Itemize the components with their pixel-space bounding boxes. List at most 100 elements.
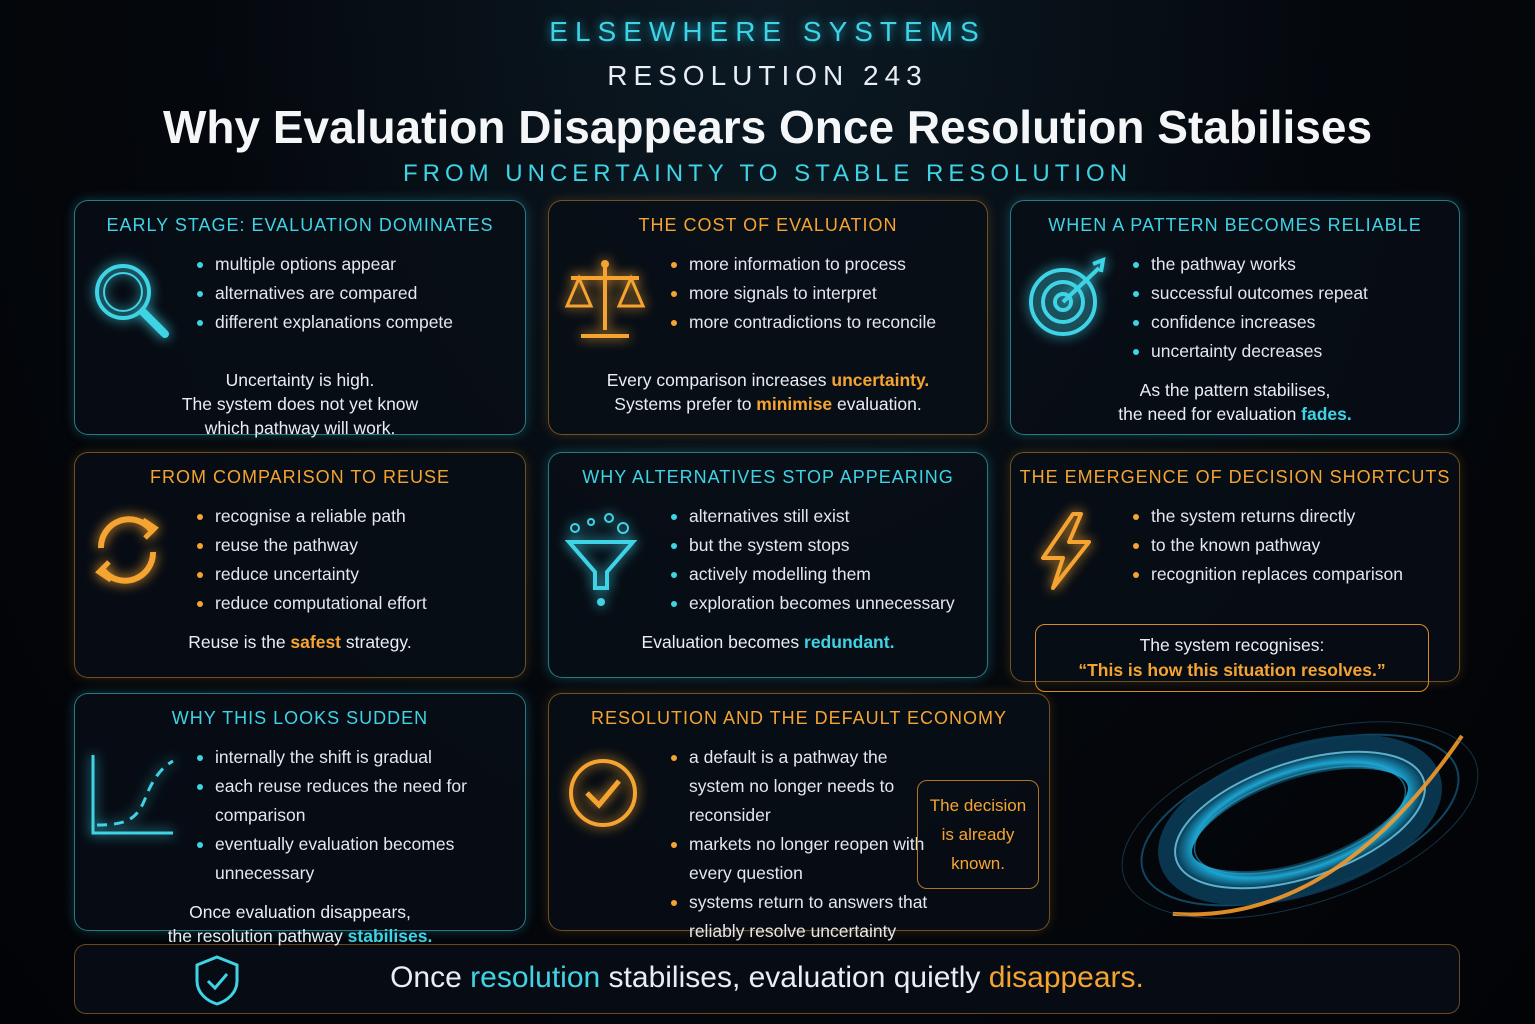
- bullet: to the known pathway: [1131, 531, 1459, 560]
- card-body: recognise a reliable path reuse the pathw…: [75, 502, 525, 618]
- text-segment: fades.: [1301, 404, 1352, 424]
- card-body: internally the shift is gradual each reus…: [75, 743, 525, 888]
- icon: [1011, 502, 1131, 608]
- card-title: EARLY STAGE: EVALUATION DOMINATES: [106, 215, 494, 235]
- quote-line: “This is how this situation resolves.”: [1036, 658, 1428, 683]
- text-segment: strategy.: [341, 632, 412, 652]
- aside-line: known.: [951, 854, 1005, 873]
- note: Uncertainty is high. The system does not …: [75, 368, 525, 440]
- note-line: Reuse is the safest strategy.: [75, 630, 525, 654]
- bullet: actively modelling them: [669, 560, 987, 589]
- card-title: WHY THIS LOOKS SUDDEN: [171, 708, 429, 728]
- note: Reuse is the safest strategy.: [75, 630, 525, 654]
- bullet: exploration becomes unnecessary: [669, 589, 987, 618]
- text-segment: redundant.: [804, 632, 895, 652]
- bullet: alternatives are compared: [195, 279, 525, 308]
- quote-line: The system recognises:: [1036, 633, 1428, 658]
- note-line: Systems prefer to minimise evaluation.: [549, 392, 987, 416]
- card-title: WHY ALTERNATIVES STOP APPEARING: [582, 467, 954, 487]
- bullet: alternatives still exist: [669, 502, 987, 531]
- text-segment: As the pattern stabilises,: [1139, 380, 1331, 400]
- text-segment: Once: [390, 961, 471, 994]
- bullet: but the system stops: [669, 531, 987, 560]
- bullet: uncertainty decreases: [1131, 337, 1459, 366]
- note-line: Evaluation becomes redundant.: [549, 630, 987, 654]
- note-line: the resolution pathway stabilises.: [75, 924, 525, 948]
- bullet-list: alternatives still exist but the system s…: [669, 502, 987, 618]
- note-line: As the pattern stabilises,: [1011, 378, 1459, 402]
- card-body: alternatives still exist but the system s…: [549, 502, 987, 618]
- aside-line: The decision: [929, 796, 1027, 815]
- text-segment: minimise: [756, 394, 833, 414]
- icon: [75, 743, 195, 849]
- text-segment: safest: [290, 632, 342, 652]
- card-body: the pathway works successful outcomes rep…: [1011, 250, 1459, 366]
- torus-art: [1121, 721, 1479, 919]
- text-segment: “This is how this situation resolves.”: [1078, 660, 1386, 680]
- shield-icon: [195, 955, 239, 1006]
- card: EARLY STAGE: EVALUATION DOMINATES multipl…: [74, 200, 526, 438]
- card-body: more information to process more signals …: [549, 250, 987, 356]
- icon: [549, 250, 669, 356]
- note: Evaluation becomes redundant.: [549, 630, 987, 654]
- icon: [1011, 250, 1131, 356]
- footer: Once resolution stabilises, evaluation q…: [74, 944, 1460, 1014]
- icon: [549, 743, 669, 849]
- icon: [549, 502, 669, 608]
- bullet: confidence increases: [1131, 308, 1459, 337]
- bullet-list: internally the shift is gradual each reus…: [195, 743, 525, 888]
- bullet: reduce uncertainty: [195, 560, 525, 589]
- bullet: each reuse reduces the need for comparis…: [195, 772, 525, 830]
- card-title: FROM COMPARISON TO REUSE: [149, 467, 451, 487]
- card: WHY ALTERNATIVES STOP APPEARING alternati…: [548, 452, 988, 678]
- bullet: a default is a pathway the system no lon…: [669, 743, 929, 830]
- bullet-list: recognise a reliable path reuse the pathw…: [195, 502, 525, 618]
- bullet: eventually evaluation becomes unnecessar…: [195, 830, 525, 888]
- bullet: multiple options appear: [195, 250, 525, 279]
- bullet: successful outcomes repeat: [1131, 279, 1459, 308]
- card: THE EMERGENCE OF DECISION SHORTCUTS the s…: [1010, 452, 1460, 692]
- note: Once evaluation disappears, the resolutio…: [75, 900, 525, 948]
- subtitle: FROM UNCERTAINTY TO STABLE RESOLUTION: [402, 160, 1133, 187]
- text-segment: the resolution pathway: [167, 926, 348, 946]
- note-line: Uncertainty is high.: [75, 368, 525, 392]
- text-segment: evaluation.: [832, 394, 922, 414]
- card-title: WHEN A PATTERN BECOMES RELIABLE: [1048, 215, 1422, 235]
- text-segment: Reuse is the: [188, 632, 291, 652]
- bullet-list: a default is a pathway the system no lon…: [669, 743, 929, 946]
- card: FROM COMPARISON TO REUSE recognise a reli…: [74, 452, 526, 678]
- bullet: systems return to answers that reliably …: [669, 888, 929, 946]
- bullet: internally the shift is gradual: [195, 743, 525, 772]
- note-line: Once evaluation disappears,: [75, 900, 525, 924]
- bullet: more information to process: [669, 250, 987, 279]
- quote-box: The system recognises: “This is how this …: [1035, 624, 1429, 692]
- card: WHY THIS LOOKS SUDDEN internally the shif…: [74, 693, 526, 946]
- card: THE COST OF EVALUATION more information t…: [548, 200, 988, 435]
- aside-line: is already: [941, 825, 1015, 844]
- aside-box: The decision is already known.: [917, 780, 1039, 889]
- text-segment: disappears.: [988, 961, 1144, 994]
- text-segment: Every comparison increases: [606, 370, 832, 390]
- text-segment: the need for evaluation: [1118, 404, 1302, 424]
- text-segment: Evaluation becomes: [641, 632, 805, 652]
- note-line: Every comparison increases uncertainty.: [549, 368, 987, 392]
- resolution: RESOLUTION 243: [607, 60, 928, 91]
- card-body: a default is a pathway the system no lon…: [549, 743, 1049, 946]
- bullet: recognition replaces comparison: [1131, 560, 1459, 589]
- bullet: reduce computational effort: [195, 589, 525, 618]
- text-segment: stabilises.: [347, 926, 433, 946]
- text-segment: resolution: [470, 961, 601, 994]
- bullet: the pathway works: [1131, 250, 1459, 279]
- note-line: The system does not yet know: [75, 392, 525, 416]
- bullet: recognise a reliable path: [195, 502, 525, 531]
- note-line: which pathway will work.: [75, 416, 525, 440]
- icon: [75, 250, 195, 356]
- bullet-list: multiple options appear alternatives are …: [195, 250, 525, 337]
- bullet: different explanations compete: [195, 308, 525, 337]
- brand: ELSEWHERE SYSTEMS: [549, 16, 986, 47]
- card-body: the system returns directly to the known …: [1011, 502, 1459, 608]
- bullet: reuse the pathway: [195, 531, 525, 560]
- bullet: markets no longer reopen with every ques…: [669, 830, 929, 888]
- note: Every comparison increases uncertainty. S…: [549, 368, 987, 416]
